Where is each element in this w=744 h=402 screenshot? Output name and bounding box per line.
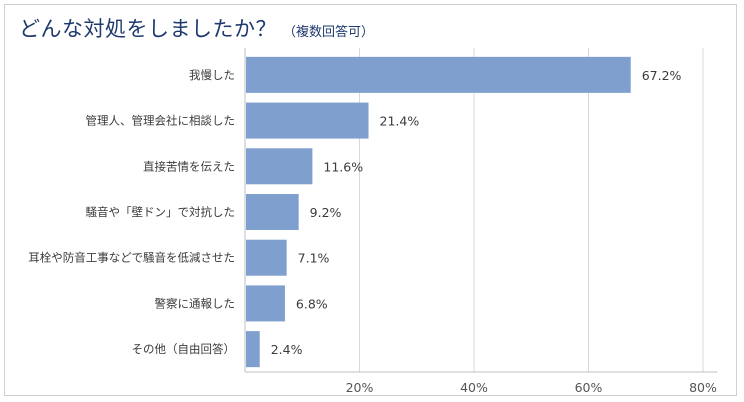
category-label: 騒音や「壁ドン」で対抗した — [86, 205, 236, 219]
bar — [246, 56, 631, 93]
bar — [246, 331, 260, 368]
bar — [246, 148, 313, 185]
value-label: 9.2% — [310, 205, 342, 220]
chart-subtitle: （複数回答可） — [283, 25, 375, 40]
chart-frame: どんな対処をしましたか？ （複数回答可） 我慢した管理人、管理会社に相談した直接苦… — [4, 4, 737, 396]
x-axis-ticks: 20% 40% 60% 80% — [346, 380, 717, 395]
value-label: 11.6% — [323, 159, 363, 174]
bar — [246, 194, 299, 230]
bar — [246, 102, 369, 139]
x-tick-label: 80% — [689, 380, 717, 395]
bar — [246, 239, 287, 276]
x-tick-label: 40% — [460, 380, 488, 395]
value-label: 6.8% — [296, 296, 328, 311]
chart-title: どんな対処をしましたか？ — [19, 17, 277, 41]
category-labels: 我慢した管理人、管理会社に相談した直接苦情を伝えた騒音や「壁ドン」で対抗した耳栓… — [28, 68, 235, 356]
category-label: 警察に通報した — [155, 296, 236, 310]
category-label: 我慢した — [189, 68, 235, 82]
value-labels: 67.2% 21.4% 11.6% 9.2% 7.1% 6.8% 2.4% — [271, 68, 682, 357]
value-label: 21.4% — [380, 114, 420, 129]
bar-chart: 我慢した管理人、管理会社に相談した直接苦情を伝えた騒音や「壁ドン」で対抗した耳栓… — [28, 48, 717, 395]
category-label: 直接苦情を伝えた — [143, 159, 235, 173]
x-tick-label: 20% — [346, 380, 374, 395]
value-label: 67.2% — [642, 68, 682, 83]
bars — [246, 56, 631, 368]
category-label: その他（自由回答） — [132, 342, 236, 356]
value-label: 2.4% — [271, 342, 303, 357]
chart-title-block: どんな対処をしましたか？ （複数回答可） — [19, 13, 374, 43]
bar — [246, 285, 285, 322]
category-label: 管理人、管理会社に相談した — [86, 114, 236, 128]
category-label: 耳栓や防音工事などで騒音を低減させた — [28, 251, 235, 265]
grid-lines — [244, 48, 717, 373]
x-tick-label: 60% — [575, 380, 603, 395]
value-label: 7.1% — [298, 251, 330, 266]
